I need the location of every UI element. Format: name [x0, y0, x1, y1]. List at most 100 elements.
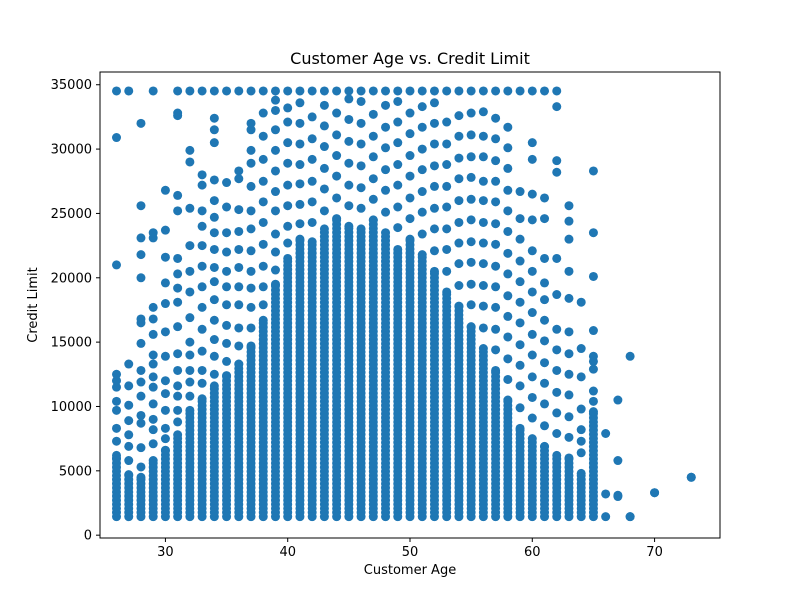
data-point [454, 217, 464, 227]
data-point [209, 244, 219, 254]
data-point [515, 256, 525, 266]
data-point [112, 450, 122, 460]
data-point [429, 139, 439, 149]
data-point [197, 221, 207, 231]
data-point [515, 86, 525, 96]
data-point [295, 160, 305, 170]
data-point [601, 512, 611, 522]
data-point [491, 302, 501, 312]
data-point [197, 302, 207, 312]
data-point [515, 381, 525, 391]
data-point [197, 241, 207, 251]
data-point [270, 166, 280, 176]
data-point [442, 266, 452, 276]
data-point [478, 131, 488, 141]
data-point [185, 157, 195, 167]
data-point [478, 323, 488, 333]
data-point [429, 203, 439, 213]
data-point [540, 399, 550, 409]
data-point [295, 219, 305, 229]
data-point [540, 86, 550, 96]
data-point [185, 203, 195, 213]
chart-title: Customer Age vs. Credit Limit [290, 49, 530, 68]
data-point [344, 86, 354, 96]
data-point [527, 215, 537, 225]
data-point [588, 386, 598, 396]
data-point [466, 108, 476, 118]
data-point [270, 95, 280, 105]
data-point [491, 365, 501, 375]
data-point [160, 405, 170, 415]
data-point [466, 152, 476, 162]
data-point [160, 252, 170, 262]
data-point [160, 351, 170, 361]
data-point [307, 217, 317, 227]
data-point [246, 341, 256, 351]
data-point [356, 203, 366, 213]
data-point [112, 260, 122, 270]
data-point [173, 417, 183, 427]
data-point [515, 187, 525, 197]
data-point [173, 269, 183, 279]
data-point [503, 226, 513, 236]
data-point [148, 382, 158, 392]
data-point [527, 138, 537, 148]
data-point [136, 377, 146, 387]
x-axis-ticks: 30 40 50 60 70 [157, 538, 663, 560]
data-point [319, 163, 329, 173]
data-point [234, 359, 244, 369]
data-point [258, 217, 268, 227]
data-point [332, 108, 342, 118]
data-point [466, 237, 476, 247]
data-point [270, 187, 280, 197]
data-point [222, 228, 232, 238]
data-point [368, 152, 378, 162]
data-point [148, 439, 158, 449]
data-point [527, 287, 537, 297]
data-point [246, 181, 256, 191]
data-point [258, 176, 268, 186]
data-point [160, 423, 170, 433]
data-point [552, 387, 562, 397]
data-point [466, 130, 476, 140]
data-point [491, 324, 501, 334]
data-point [209, 125, 219, 135]
data-point [295, 86, 305, 96]
data-point [160, 327, 170, 337]
data-point [564, 412, 574, 422]
data-point [160, 225, 170, 235]
data-point [650, 488, 660, 498]
data-point [185, 145, 195, 155]
data-point [332, 193, 342, 203]
data-point [564, 293, 574, 303]
data-point [173, 283, 183, 293]
data-point [197, 282, 207, 292]
data-point [344, 180, 354, 190]
data-point [564, 234, 574, 244]
data-point [478, 152, 488, 162]
data-point [417, 144, 427, 154]
data-point [503, 122, 513, 132]
data-point [173, 365, 183, 375]
data-point [454, 86, 464, 96]
data-point [332, 130, 342, 140]
data-point [246, 86, 256, 96]
data-point [173, 190, 183, 200]
data-point [613, 395, 623, 405]
data-point [283, 221, 293, 231]
data-point [222, 202, 232, 212]
data-point [576, 297, 586, 307]
data-point [197, 378, 207, 388]
y-tick-label: 0 [84, 529, 92, 544]
data-point [148, 228, 158, 238]
data-point [112, 396, 122, 406]
data-point [381, 207, 391, 217]
data-point [564, 201, 574, 211]
data-point [270, 247, 280, 257]
data-point [356, 161, 366, 171]
data-point [234, 205, 244, 215]
data-point [576, 404, 586, 414]
data-point [283, 103, 293, 113]
data-point [540, 421, 550, 431]
